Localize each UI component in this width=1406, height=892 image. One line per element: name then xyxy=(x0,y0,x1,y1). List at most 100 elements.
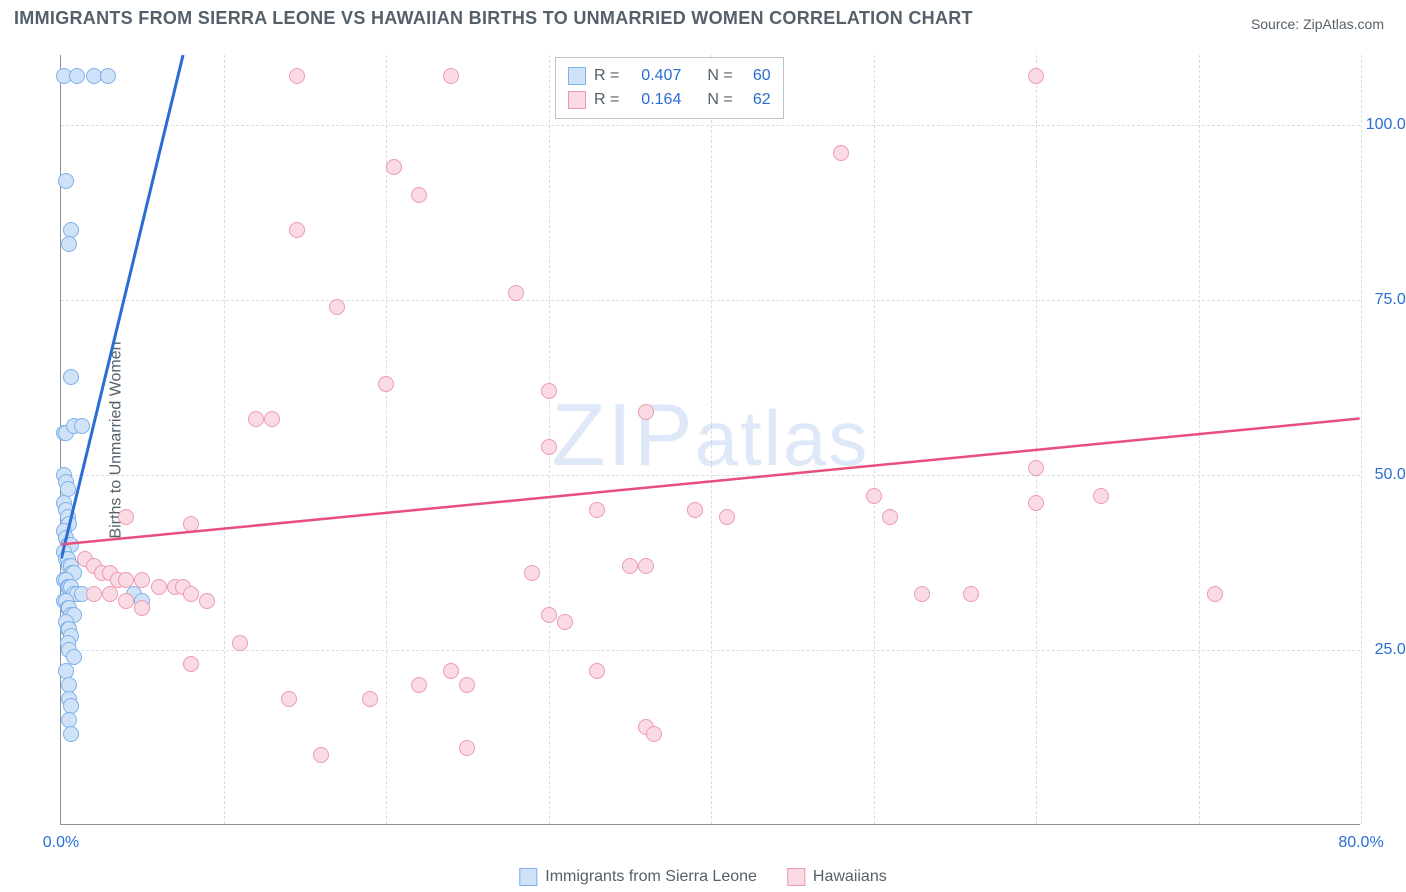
scatter-point xyxy=(1028,460,1044,476)
scatter-point xyxy=(687,502,703,518)
legend-label: Immigrants from Sierra Leone xyxy=(545,868,757,886)
scatter-point xyxy=(63,726,79,742)
scatter-point xyxy=(833,145,849,161)
chart-container: IMMIGRANTS FROM SIERRA LEONE VS HAWAIIAN… xyxy=(0,0,1406,892)
scatter-point xyxy=(134,572,150,588)
scatter-point xyxy=(459,677,475,693)
scatter-point xyxy=(541,383,557,399)
y-tick-label: 100.0% xyxy=(1365,116,1406,134)
scatter-point xyxy=(63,369,79,385)
legend-swatch xyxy=(568,67,586,85)
scatter-point xyxy=(183,656,199,672)
legend-r-label: R = xyxy=(594,88,619,112)
gridline-vertical xyxy=(1036,55,1037,824)
scatter-point xyxy=(86,586,102,602)
scatter-point xyxy=(1028,68,1044,84)
legend-stats-row: R = 0.164 N = 62 xyxy=(568,88,771,112)
trend-line xyxy=(61,55,183,558)
scatter-point xyxy=(378,376,394,392)
scatter-point xyxy=(459,740,475,756)
legend-r-value: 0.164 xyxy=(627,88,681,112)
scatter-point xyxy=(183,586,199,602)
scatter-point xyxy=(100,68,116,84)
gridline-vertical xyxy=(1199,55,1200,824)
scatter-point xyxy=(1093,488,1109,504)
scatter-point xyxy=(524,565,540,581)
scatter-point xyxy=(86,68,102,84)
scatter-point xyxy=(118,509,134,525)
gridline-vertical xyxy=(711,55,712,824)
legend-bottom: Immigrants from Sierra Leone Hawaiians xyxy=(519,868,886,886)
scatter-point xyxy=(151,579,167,595)
legend-item: Hawaiians xyxy=(787,868,887,886)
scatter-point xyxy=(411,677,427,693)
legend-n-value: 60 xyxy=(741,64,771,88)
scatter-point xyxy=(719,509,735,525)
scatter-point xyxy=(313,747,329,763)
scatter-point xyxy=(541,439,557,455)
scatter-point xyxy=(183,516,199,532)
scatter-point xyxy=(264,411,280,427)
scatter-point xyxy=(118,593,134,609)
scatter-point xyxy=(541,607,557,623)
legend-r-value: 0.407 xyxy=(627,64,681,88)
scatter-point xyxy=(74,418,90,434)
scatter-point xyxy=(199,593,215,609)
scatter-point xyxy=(1028,495,1044,511)
scatter-point xyxy=(134,600,150,616)
y-tick-label: 50.0% xyxy=(1365,466,1406,484)
legend-swatch xyxy=(519,868,537,886)
scatter-point xyxy=(638,404,654,420)
scatter-point xyxy=(589,502,605,518)
source-name: ZipAtlas.com xyxy=(1303,16,1384,32)
scatter-point xyxy=(61,236,77,252)
scatter-point xyxy=(411,187,427,203)
legend-n-label: N = xyxy=(707,64,732,88)
legend-label: Hawaiians xyxy=(813,868,887,886)
scatter-point xyxy=(232,635,248,651)
scatter-point xyxy=(443,663,459,679)
x-tick-label: 0.0% xyxy=(43,834,79,852)
legend-n-label: N = xyxy=(707,88,732,112)
scatter-point xyxy=(289,68,305,84)
scatter-point xyxy=(289,222,305,238)
scatter-point xyxy=(866,488,882,504)
legend-swatch xyxy=(787,868,805,886)
scatter-point xyxy=(508,285,524,301)
gridline-vertical xyxy=(224,55,225,824)
gridline-vertical xyxy=(874,55,875,824)
scatter-point xyxy=(248,411,264,427)
legend-n-value: 62 xyxy=(741,88,771,112)
chart-title: IMMIGRANTS FROM SIERRA LEONE VS HAWAIIAN… xyxy=(14,8,973,29)
scatter-point xyxy=(118,572,134,588)
y-tick-label: 75.0% xyxy=(1365,291,1406,309)
scatter-point xyxy=(362,691,378,707)
source-attribution: Source: ZipAtlas.com xyxy=(1251,16,1384,32)
gridline-vertical xyxy=(1361,55,1362,824)
scatter-point xyxy=(443,68,459,84)
scatter-point xyxy=(281,691,297,707)
legend-r-label: R = xyxy=(594,64,619,88)
scatter-point xyxy=(557,614,573,630)
legend-stats-box: R = 0.407 N = 60 R = 0.164 N = 62 xyxy=(555,57,784,119)
scatter-point xyxy=(329,299,345,315)
scatter-point xyxy=(589,663,605,679)
scatter-point xyxy=(102,586,118,602)
legend-stats-row: R = 0.407 N = 60 xyxy=(568,64,771,88)
plot-area: ZIPatlas 25.0%50.0%75.0%100.0%0.0%80.0% xyxy=(60,55,1360,825)
scatter-point xyxy=(914,586,930,602)
scatter-point xyxy=(69,68,85,84)
scatter-point xyxy=(882,509,898,525)
scatter-point xyxy=(638,558,654,574)
source-label: Source: xyxy=(1251,16,1299,32)
scatter-point xyxy=(1207,586,1223,602)
scatter-point xyxy=(386,159,402,175)
legend-swatch xyxy=(568,91,586,109)
scatter-point xyxy=(622,558,638,574)
y-tick-label: 25.0% xyxy=(1365,641,1406,659)
scatter-point xyxy=(58,173,74,189)
scatter-point xyxy=(963,586,979,602)
scatter-point xyxy=(646,726,662,742)
legend-item: Immigrants from Sierra Leone xyxy=(519,868,757,886)
x-tick-label: 80.0% xyxy=(1338,834,1383,852)
